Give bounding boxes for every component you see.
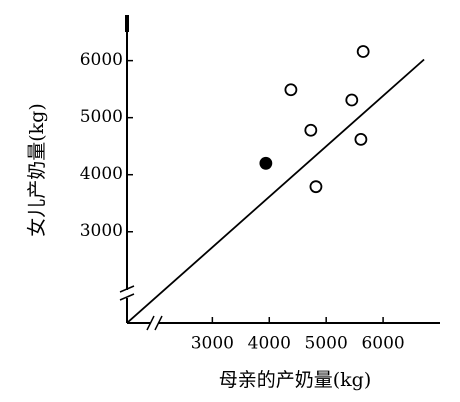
point bbox=[345, 93, 359, 107]
x-tick-label: 6000 bbox=[361, 334, 404, 354]
axis-break bbox=[119, 293, 135, 301]
point bbox=[309, 180, 323, 194]
fit-line bbox=[126, 58, 425, 324]
axis-break bbox=[119, 285, 135, 293]
point bbox=[356, 45, 370, 58]
y-tick-label: 4000 bbox=[80, 164, 123, 184]
point bbox=[354, 132, 368, 146]
x-tick-label: 3000 bbox=[191, 334, 234, 354]
axis-break-gap bbox=[150, 316, 158, 330]
x-tick-label: 5000 bbox=[305, 334, 348, 354]
axis-break bbox=[146, 315, 155, 331]
y-tick-label: 6000 bbox=[80, 50, 123, 70]
y-tick-label: 5000 bbox=[80, 107, 123, 127]
point bbox=[304, 123, 318, 137]
point bbox=[284, 83, 298, 97]
x-axis-title: 母亲的产奶量(kg) bbox=[219, 369, 372, 391]
x-tick-label: 4000 bbox=[248, 334, 291, 354]
y-tick-label: 3000 bbox=[80, 221, 123, 241]
y-axis-title: 女儿产奶量(kg) bbox=[26, 103, 48, 237]
axis-break-gap bbox=[120, 290, 134, 298]
point bbox=[259, 156, 273, 170]
axis-break bbox=[154, 315, 163, 331]
